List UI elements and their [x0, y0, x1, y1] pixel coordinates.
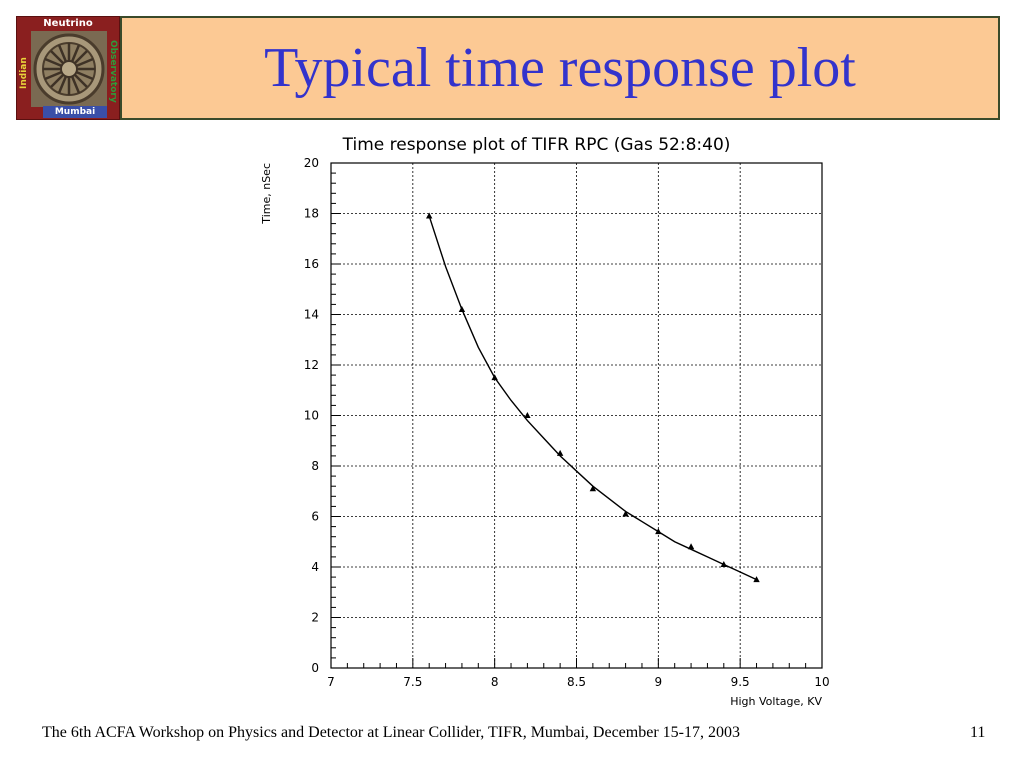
- neutrino-observatory-logo: Neutrino Indian Observatory Mumbai: [16, 16, 120, 120]
- x-axis-label: High Voltage, KV: [730, 695, 822, 708]
- wheel-icon: [31, 31, 107, 107]
- x-tick-label: 7: [327, 675, 335, 689]
- y-tick-label: 16: [304, 257, 319, 271]
- title-banner: Typical time response plot: [120, 16, 1000, 120]
- x-tick-label: 9: [655, 675, 663, 689]
- y-tick-label: 12: [304, 358, 319, 372]
- y-tick-label: 20: [304, 156, 319, 170]
- x-tick-label: 9.5: [731, 675, 750, 689]
- data-point: [753, 576, 760, 583]
- time-response-chart: Time response plot of TIFR RPC (Gas 52:8…: [260, 135, 830, 708]
- data-point: [687, 543, 695, 550]
- data-point: [491, 374, 498, 381]
- logo-right-text: Observatory: [108, 39, 118, 103]
- data-point: [556, 449, 564, 456]
- data-point: [458, 305, 466, 312]
- data-point: [589, 485, 597, 492]
- y-axis-label: Time, nSec: [260, 163, 273, 225]
- slide-footer: The 6th ACFA Workshop on Physics and Det…: [42, 724, 740, 741]
- x-tick-label: 8: [491, 675, 499, 689]
- data-point: [622, 510, 629, 517]
- chart-title: Time response plot of TIFR RPC (Gas 52:8…: [342, 135, 731, 155]
- page-number: 11: [970, 724, 986, 741]
- slide-title: Typical time response plot: [264, 37, 856, 99]
- data-point: [655, 528, 662, 535]
- x-tick-label: 7.5: [403, 675, 422, 689]
- data-point: [426, 212, 433, 219]
- y-tick-label: 6: [311, 510, 319, 524]
- fit-curve: [428, 215, 757, 581]
- x-tick-label: 8.5: [567, 675, 586, 689]
- logo-left-text: Indian: [19, 57, 29, 89]
- y-tick-label: 10: [304, 409, 319, 423]
- logo-top-text: Neutrino: [43, 18, 93, 29]
- y-tick-label: 0: [311, 661, 319, 675]
- y-tick-label: 18: [304, 207, 319, 221]
- data-point: [524, 412, 531, 418]
- y-tick-label: 2: [311, 611, 319, 625]
- data-point: [720, 560, 727, 567]
- y-tick-label: 14: [304, 308, 319, 322]
- logo-bottom-text: Mumbai: [43, 106, 107, 118]
- y-tick-label: 8: [311, 459, 319, 473]
- y-tick-label: 4: [311, 560, 319, 574]
- x-tick-label: 10: [814, 675, 829, 689]
